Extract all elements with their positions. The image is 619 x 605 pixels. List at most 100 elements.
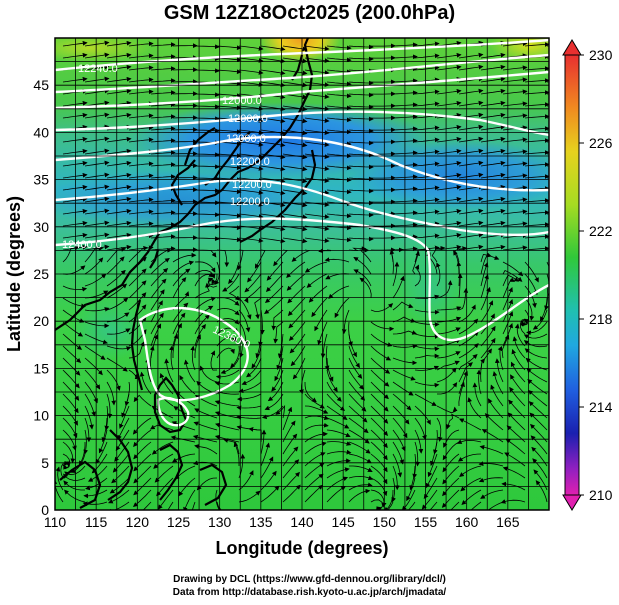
- streamline: [84, 100, 110, 107]
- y-tick-label: 10: [33, 408, 49, 424]
- streamline: [308, 285, 328, 303]
- streamline: [427, 453, 438, 478]
- streamline: [62, 148, 88, 155]
- streamline: [282, 57, 308, 64]
- streamline: [480, 196, 506, 203]
- streamline: [480, 220, 506, 227]
- streamline: [326, 369, 338, 393]
- streamline: [84, 160, 110, 167]
- streamline: [106, 256, 125, 275]
- streamline: [153, 453, 174, 469]
- streamline: [282, 141, 308, 148]
- streamline: [314, 309, 328, 332]
- streamline: [500, 499, 526, 504]
- streamline: [304, 165, 330, 171]
- streamline: [501, 334, 510, 359]
- streamline: [106, 220, 132, 227]
- streamline: [222, 273, 240, 292]
- colorbar-tick-label: 214: [589, 399, 613, 415]
- streamline: [84, 148, 110, 155]
- streamline: [273, 321, 284, 344]
- x-tick-label: 110: [44, 514, 67, 530]
- streamline: [414, 161, 440, 167]
- streamline: [456, 439, 482, 444]
- y-tick-label: 40: [33, 124, 49, 140]
- streamline: [128, 161, 154, 167]
- streamline: [84, 76, 110, 83]
- streamline: [436, 327, 461, 335]
- streamline: [84, 357, 103, 376]
- streamline: [128, 113, 154, 119]
- streamline: [304, 381, 317, 403]
- streamline: [526, 368, 548, 383]
- streamline: [132, 417, 152, 435]
- streamline: [172, 268, 191, 287]
- streamline: [304, 261, 328, 273]
- streamline: [133, 441, 152, 460]
- streamline: [524, 150, 549, 155]
- streamline: [524, 66, 549, 71]
- streamline: [85, 477, 108, 491]
- streamline: [106, 160, 132, 167]
- streamline: [436, 100, 462, 107]
- streamline: [348, 104, 374, 110]
- streamline: [238, 165, 264, 171]
- streamline: [458, 318, 479, 335]
- streamline: [304, 81, 330, 87]
- streamline: [214, 381, 240, 386]
- streamline: [436, 136, 462, 143]
- streamline: [194, 314, 211, 335]
- streamline: [414, 417, 427, 441]
- streamline: [392, 465, 400, 491]
- y-tick-label: 30: [33, 219, 49, 235]
- streamline: [275, 404, 286, 419]
- streamline: [264, 297, 284, 314]
- streamline: [133, 465, 152, 484]
- streamline: [117, 417, 130, 441]
- streamline: [133, 429, 152, 448]
- streamline: [326, 189, 352, 195]
- streamline: [497, 345, 504, 371]
- y-tick-label: 25: [33, 266, 49, 282]
- streamline: [260, 129, 286, 136]
- streamline: [479, 444, 504, 455]
- streamline: [546, 45, 549, 47]
- streamline: [193, 421, 218, 431]
- streamline: [304, 405, 329, 414]
- streamline: [167, 501, 174, 510]
- streamline: [348, 369, 364, 390]
- streamline: [436, 351, 461, 359]
- streamline: [458, 124, 484, 131]
- colorbar-gradient: [564, 54, 580, 496]
- contour-label: 12400.0: [62, 239, 102, 251]
- y-axis-label: Latitude (degrees): [4, 196, 24, 352]
- streamline: [150, 54, 176, 59]
- streamline: [172, 291, 190, 311]
- streamline: [414, 321, 440, 327]
- streamline: [150, 90, 176, 95]
- streamline: [348, 417, 369, 434]
- streamline: [87, 465, 108, 482]
- streamline: [106, 184, 132, 191]
- streamline: [62, 333, 83, 350]
- streamline: [139, 371, 152, 395]
- streamline: [511, 349, 526, 371]
- streamline: [546, 273, 549, 299]
- streamline: [83, 429, 89, 455]
- streamline: [84, 307, 110, 312]
- streamline: [461, 489, 482, 506]
- streamline: [282, 433, 298, 455]
- streamline: [106, 244, 132, 251]
- streamline: [348, 453, 372, 464]
- x-tick-label: 150: [373, 514, 397, 530]
- streamline: [348, 475, 374, 481]
- streamline: [260, 45, 286, 52]
- streamline: [324, 345, 330, 371]
- streamline: [521, 318, 528, 327]
- streamline: [487, 501, 504, 510]
- streamline: [502, 41, 528, 47]
- streamline: [62, 321, 84, 337]
- streamline: [472, 382, 482, 407]
- streamline: [480, 64, 506, 71]
- streamline: [480, 160, 506, 167]
